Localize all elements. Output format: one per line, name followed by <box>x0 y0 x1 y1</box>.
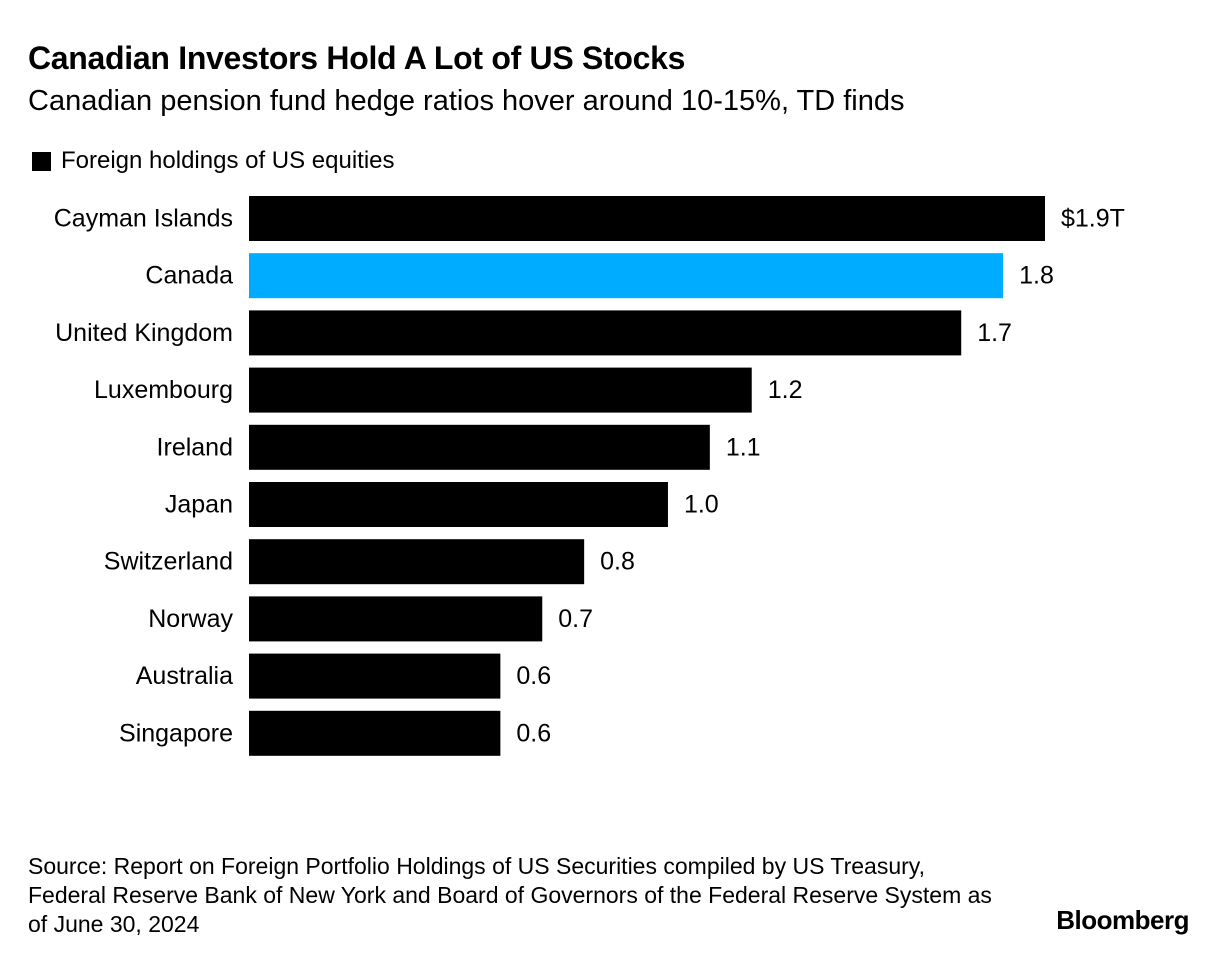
bar-ireland <box>249 424 710 470</box>
value-label: 0.6 <box>516 719 551 747</box>
category-label: United Kingdom <box>55 319 233 347</box>
bar-luxembourg <box>249 367 752 413</box>
category-label: Australia <box>136 662 233 690</box>
value-label: 1.8 <box>1019 262 1054 290</box>
legend-label: Foreign holdings of US equities <box>61 147 395 174</box>
category-label: Ireland <box>157 433 233 461</box>
bar-canada <box>249 253 1004 299</box>
value-label: 0.6 <box>516 662 551 690</box>
category-label: Canada <box>145 262 233 290</box>
chart-title: Canadian Investors Hold A Lot of US Stoc… <box>28 40 686 76</box>
bar-switzerland <box>249 539 585 585</box>
bar-cayman-islands <box>249 196 1045 241</box>
bar-singapore <box>249 710 501 756</box>
value-label: 1.1 <box>726 433 761 461</box>
value-label: 1.7 <box>977 319 1012 347</box>
bar-norway <box>249 596 543 642</box>
value-label: $1.9T <box>1061 205 1125 233</box>
value-label: 0.8 <box>600 548 635 576</box>
value-label: 1.0 <box>684 491 719 519</box>
category-label: Cayman Islands <box>54 205 233 233</box>
bar-chart: Cayman Islands $1.9T Canada 1.8 United Kingd… <box>54 196 1125 756</box>
value-label: 1.2 <box>768 376 803 404</box>
legend-swatch <box>32 151 51 171</box>
category-label: Luxembourg <box>94 376 233 404</box>
source-note: Source: Report on Foreign Portfolio Hold… <box>28 853 992 937</box>
category-label: Japan <box>165 491 233 519</box>
category-label: Norway <box>148 605 233 633</box>
chart-subtitle: Canadian pension fund hedge ratios hover… <box>28 85 905 117</box>
bar-japan <box>249 482 668 527</box>
value-label: 0.7 <box>558 605 593 633</box>
bar-united-kingdom <box>249 310 962 356</box>
bar-australia <box>249 653 501 699</box>
category-label: Switzerland <box>104 548 233 576</box>
category-label: Singapore <box>119 719 233 747</box>
legend: Foreign holdings of US equities <box>32 147 395 175</box>
bloomberg-logo: Bloomberg <box>1056 905 1189 935</box>
